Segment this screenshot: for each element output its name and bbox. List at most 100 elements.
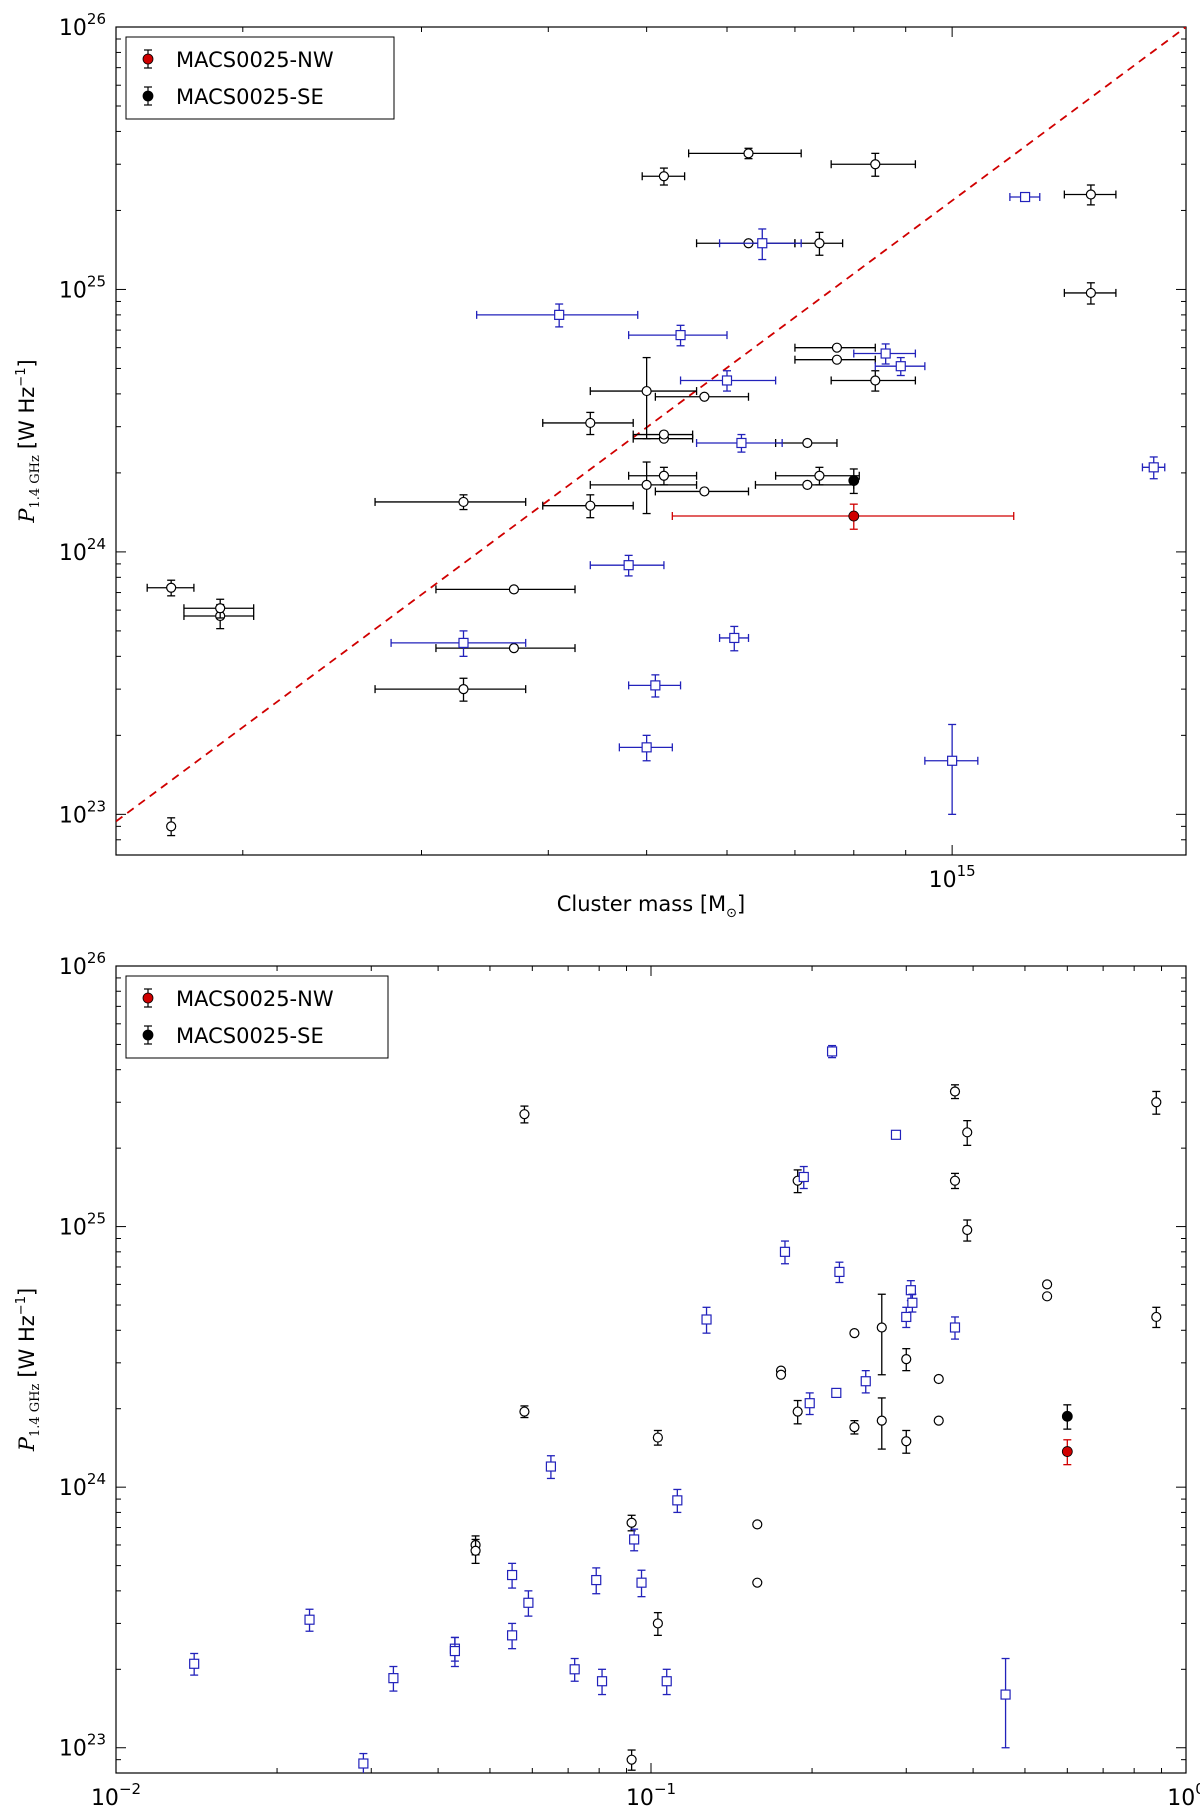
data-point — [636, 1569, 647, 1598]
data-point — [804, 1392, 815, 1416]
square-marker — [947, 755, 958, 766]
circle-marker — [901, 1436, 912, 1447]
data-point — [901, 1348, 912, 1372]
data-point — [687, 147, 802, 160]
data-point — [627, 324, 728, 347]
data-point — [774, 437, 838, 449]
data-point — [933, 1415, 944, 1426]
data-point — [775, 1369, 787, 1380]
circle-marker — [831, 342, 843, 353]
data-point — [890, 1129, 902, 1140]
circle-marker — [1151, 1097, 1162, 1108]
data-point — [901, 1306, 912, 1329]
data-point — [589, 461, 698, 515]
data-point — [831, 1387, 842, 1399]
circle-marker — [792, 1406, 803, 1417]
data-point — [626, 1749, 637, 1771]
circle-marker — [641, 479, 652, 491]
data-point — [542, 494, 634, 519]
data-point — [626, 1514, 637, 1532]
data-point — [752, 1577, 763, 1588]
data-point — [962, 1219, 973, 1242]
data-point — [632, 429, 694, 440]
filled-marker — [1061, 1410, 1073, 1422]
data-point — [506, 1622, 518, 1650]
circle-marker — [585, 417, 596, 429]
legend-marker — [142, 992, 154, 1004]
data-point — [826, 1044, 838, 1059]
data-point — [641, 167, 686, 186]
square-marker — [907, 1297, 918, 1308]
data-point — [435, 584, 576, 595]
bottom-chart-panel: 1023 1024 1025 1026 10−2 10−1 100 P1.4 GHz[W Hz… — [14, 949, 1200, 1806]
data-point — [779, 1240, 791, 1265]
data-point — [374, 677, 527, 702]
square-marker — [523, 1597, 534, 1608]
series-MACS0025-NW — [1061, 1439, 1073, 1466]
y-tick-label: 1023 — [59, 1731, 106, 1762]
data-point — [718, 228, 802, 261]
circle-marker — [802, 437, 813, 449]
data-point — [794, 231, 844, 256]
data-point — [569, 1657, 580, 1682]
series-MACS0025-SE — [848, 468, 860, 495]
circle-marker — [1041, 1291, 1053, 1302]
square-marker — [905, 1285, 916, 1296]
y-tick-label: 1024 — [59, 1470, 106, 1501]
square-marker — [701, 1314, 712, 1325]
square-marker — [591, 1574, 602, 1586]
y-tick-label: 1026 — [59, 10, 106, 41]
series-MACS0025-SE — [1061, 1404, 1073, 1430]
square-marker — [834, 1266, 845, 1278]
data-point — [949, 1172, 961, 1190]
square-marker — [458, 637, 469, 649]
legend: MACS0025-NW MACS0025-SE — [125, 36, 395, 120]
data-point — [933, 1373, 944, 1385]
data-point — [794, 342, 876, 353]
legend-entry: MACS0025-NW — [142, 987, 334, 1011]
square-marker — [1000, 1689, 1011, 1700]
data-point — [1041, 1291, 1053, 1302]
circle-marker — [508, 584, 520, 595]
data-point — [794, 354, 876, 365]
legend-marker — [142, 1029, 154, 1041]
plot-frame — [115, 965, 1187, 1774]
data-point — [627, 466, 698, 486]
series-circle — [470, 1084, 1162, 1771]
circle-marker — [752, 1577, 763, 1588]
data-point — [1141, 456, 1166, 480]
data-point — [449, 1636, 461, 1668]
square-marker — [304, 1614, 315, 1625]
data-point — [519, 1105, 530, 1124]
x-tick-label: 10−1 — [626, 1780, 676, 1806]
circle-marker — [870, 159, 881, 170]
circle-marker — [933, 1415, 944, 1426]
circle-marker — [901, 1354, 912, 1365]
data-point — [390, 630, 527, 657]
data-point — [388, 1665, 399, 1692]
square-marker — [831, 1387, 842, 1399]
top-chart-panel: 1023 1024 1025 1026 1015 Cluster mass [M⊙] P1.… — [14, 10, 1187, 921]
data-point — [695, 433, 783, 453]
circle-marker — [166, 582, 177, 593]
circle-marker — [870, 375, 881, 386]
data-point — [671, 503, 1015, 530]
square-marker — [1019, 191, 1031, 203]
square-marker — [358, 1758, 369, 1769]
data-point — [506, 1562, 518, 1589]
data-point — [1061, 1439, 1073, 1466]
circle-marker — [1085, 189, 1096, 200]
data-point — [949, 1316, 961, 1340]
y-tick-label: 1025 — [59, 1210, 106, 1241]
data-point — [1063, 184, 1117, 206]
circle-marker — [166, 821, 177, 832]
square-marker — [901, 1311, 912, 1323]
data-point — [627, 674, 682, 698]
data-point — [848, 468, 860, 495]
data-point — [1009, 191, 1041, 203]
data-point — [1063, 282, 1117, 305]
square-marker — [1148, 462, 1159, 473]
filled-marker — [1061, 1446, 1073, 1457]
circle-marker — [215, 603, 226, 614]
